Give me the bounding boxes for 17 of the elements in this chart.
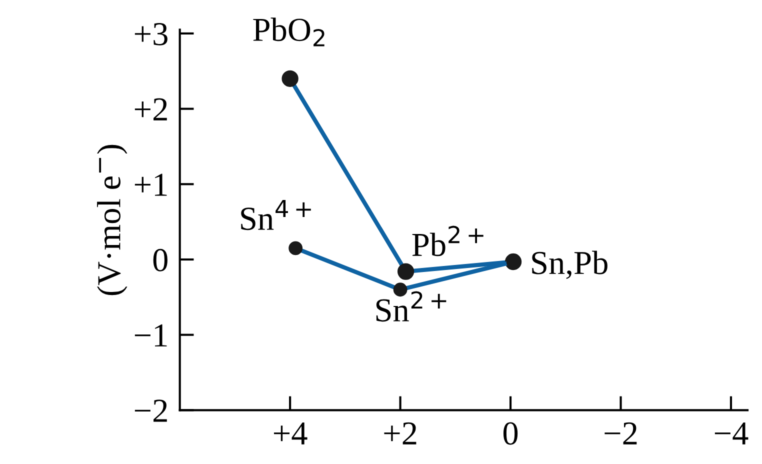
annotation: Sn,Pb (532, 250, 608, 280)
annotation: Sn$^{2+}$ (376, 291, 446, 322)
y-tick-label: +1 (134, 174, 167, 196)
annotation: PbO$_{2}$ (253, 18, 324, 46)
x-tick-label: +4 (274, 422, 308, 444)
annotation: Sn$^{4+}$ (241, 200, 311, 230)
x-tick-label: −2 (604, 422, 637, 444)
annotation: Pb$^{2+}$ (412, 226, 484, 256)
y-tick-label: 0 (153, 248, 168, 272)
y-tick-label: −2 (134, 400, 167, 422)
x-tick-label: −4 (714, 422, 748, 444)
y-tick-label: +3 (134, 22, 168, 46)
y-axis-title: (V·mol e$^{−}$) (97, 144, 128, 296)
y-tick-label: −1 (134, 324, 167, 346)
y-tick-label: +2 (134, 98, 167, 120)
x-tick-label: 0 (503, 422, 518, 445)
x-tick-label: +2 (384, 422, 416, 444)
